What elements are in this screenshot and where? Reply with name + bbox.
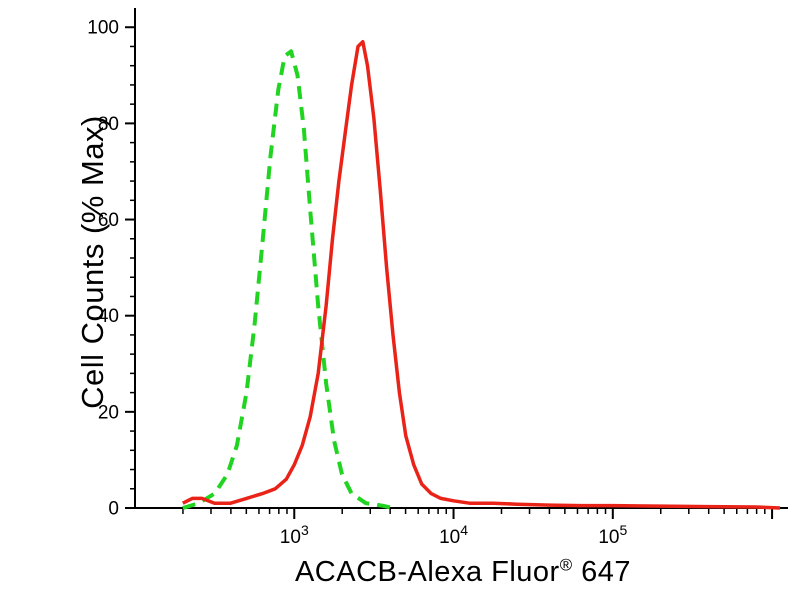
x-tick-label: 104: [439, 522, 468, 548]
red-solid-curve: [182, 39, 781, 510]
x-axis-title-main: ACACB-Alexa Fluor: [294, 556, 560, 588]
y-tick-labels: 0 20 40 60 80 100: [87, 18, 119, 520]
x-axis-title-suffix: 647: [572, 556, 632, 588]
y-axis-title: Cell Counts (% Max): [75, 115, 110, 409]
axes-spines: [134, 8, 788, 509]
y-tick-label: 80: [98, 114, 119, 135]
y-tick-label: 20: [98, 402, 119, 423]
registered-trademark-symbol: ®: [559, 555, 573, 575]
x-tick-labels: 103 104 105: [280, 522, 628, 548]
x-axis-title: ACACB-Alexa Fluor® 647: [295, 556, 631, 589]
y-tick-label: 0: [108, 499, 119, 520]
x-tick-label: 105: [598, 522, 627, 548]
y-tick-label: 60: [98, 210, 119, 231]
y-tick-label: 40: [98, 306, 119, 327]
green-dashed-curve: [182, 49, 394, 510]
x-tick-label: 103: [280, 522, 309, 548]
y-ticks: [125, 26, 135, 509]
y-tick-label: 100: [87, 18, 119, 39]
x-ticks: [182, 508, 774, 519]
